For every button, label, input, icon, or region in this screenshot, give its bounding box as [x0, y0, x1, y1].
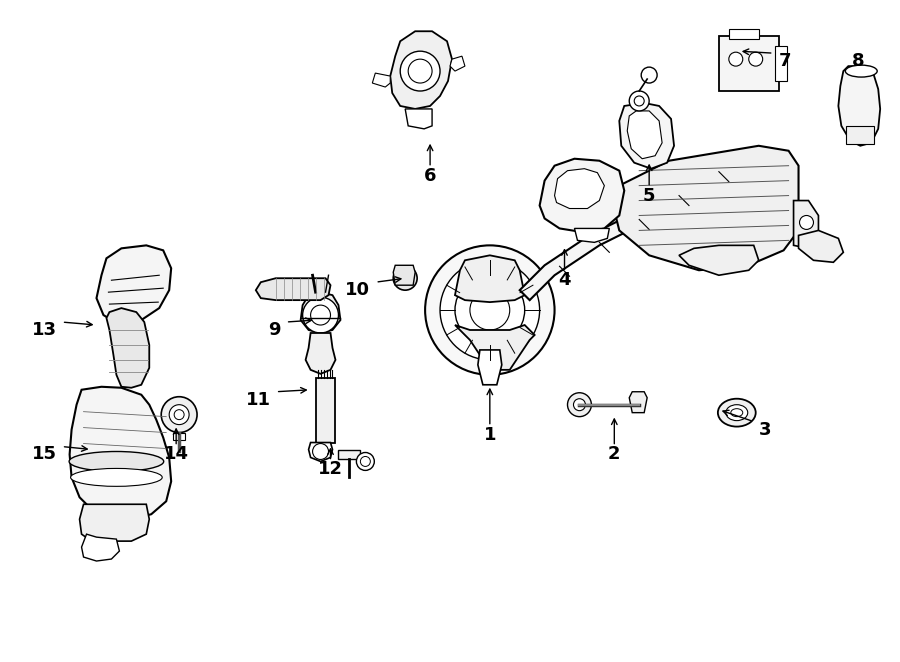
Bar	[846, 126, 874, 144]
Polygon shape	[619, 103, 674, 169]
Polygon shape	[574, 228, 609, 242]
Polygon shape	[615, 146, 798, 270]
Polygon shape	[455, 325, 535, 370]
Polygon shape	[405, 109, 432, 129]
Bar	[719, 36, 778, 91]
Polygon shape	[96, 246, 171, 325]
Bar	[729, 29, 759, 39]
Polygon shape	[69, 387, 171, 519]
Polygon shape	[391, 31, 452, 109]
Polygon shape	[256, 278, 330, 300]
Text: 7: 7	[778, 52, 791, 70]
Text: 2: 2	[608, 446, 621, 463]
Circle shape	[799, 216, 814, 230]
Circle shape	[749, 52, 762, 66]
Circle shape	[400, 272, 411, 284]
Text: 3: 3	[759, 420, 771, 439]
Circle shape	[393, 266, 417, 290]
Polygon shape	[627, 111, 662, 159]
Circle shape	[455, 275, 525, 345]
Circle shape	[425, 246, 554, 375]
Circle shape	[312, 444, 328, 459]
Polygon shape	[450, 56, 465, 71]
Polygon shape	[794, 201, 818, 248]
Polygon shape	[478, 350, 502, 385]
Circle shape	[302, 297, 338, 333]
Circle shape	[175, 410, 184, 420]
Ellipse shape	[69, 451, 164, 471]
Circle shape	[440, 260, 540, 360]
Bar	[775, 46, 787, 81]
Bar	[338, 449, 360, 459]
Circle shape	[310, 305, 330, 325]
Polygon shape	[629, 392, 647, 412]
Text: 9: 9	[268, 321, 281, 339]
Ellipse shape	[718, 399, 756, 426]
Polygon shape	[540, 159, 625, 232]
Polygon shape	[373, 73, 391, 87]
Ellipse shape	[725, 404, 748, 420]
Polygon shape	[301, 292, 340, 333]
Text: 15: 15	[32, 446, 57, 463]
Polygon shape	[79, 504, 149, 541]
Polygon shape	[519, 149, 769, 300]
Circle shape	[400, 51, 440, 91]
Text: 5: 5	[643, 187, 655, 205]
Circle shape	[568, 393, 591, 416]
Circle shape	[356, 453, 374, 471]
Circle shape	[360, 457, 370, 467]
Bar	[316, 378, 336, 442]
Text: 12: 12	[318, 460, 343, 479]
Circle shape	[161, 397, 197, 432]
Circle shape	[573, 399, 585, 410]
Text: 6: 6	[424, 167, 436, 185]
Circle shape	[729, 52, 742, 66]
Polygon shape	[306, 333, 336, 374]
Text: 13: 13	[32, 321, 57, 339]
Text: 10: 10	[346, 281, 370, 299]
Circle shape	[629, 91, 649, 111]
Circle shape	[409, 59, 432, 83]
Text: 11: 11	[246, 391, 271, 408]
Text: 4: 4	[558, 271, 571, 289]
Polygon shape	[106, 308, 149, 388]
Circle shape	[470, 290, 509, 330]
Polygon shape	[798, 230, 843, 262]
Ellipse shape	[731, 408, 742, 416]
Ellipse shape	[70, 469, 162, 487]
Circle shape	[641, 67, 657, 83]
Polygon shape	[82, 534, 120, 561]
Polygon shape	[455, 256, 525, 302]
Polygon shape	[554, 169, 604, 209]
Ellipse shape	[845, 65, 877, 77]
Text: 8: 8	[852, 52, 865, 70]
Polygon shape	[839, 66, 880, 146]
Circle shape	[169, 404, 189, 424]
Polygon shape	[309, 442, 332, 461]
Text: 14: 14	[164, 446, 189, 463]
Polygon shape	[679, 246, 759, 275]
Circle shape	[634, 96, 644, 106]
Text: 1: 1	[483, 426, 496, 444]
Polygon shape	[173, 432, 185, 440]
Polygon shape	[393, 265, 415, 285]
